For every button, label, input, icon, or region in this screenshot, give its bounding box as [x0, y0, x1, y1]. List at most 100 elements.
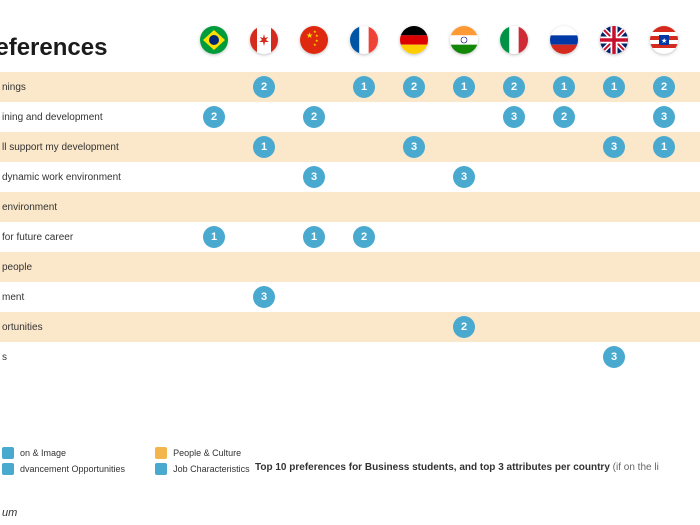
rank-badge: 1 [353, 76, 375, 98]
attribute-cells: 3 [200, 282, 678, 312]
rank-cell [300, 343, 328, 371]
rank-cell [550, 193, 578, 221]
rank-badge: 3 [253, 286, 275, 308]
rank-badge: 3 [603, 136, 625, 158]
attribute-row: ining and development22323 [0, 102, 700, 132]
attribute-label: people [0, 262, 195, 273]
rank-cell [650, 343, 678, 371]
rank-cell [400, 283, 428, 311]
rank-badge: 2 [303, 106, 325, 128]
rank-cell: 2 [300, 103, 328, 131]
rank-cell [450, 253, 478, 281]
legend-item: People & Culture [155, 447, 250, 459]
rank-cell [550, 253, 578, 281]
rank-cell: 3 [600, 343, 628, 371]
rank-cell [550, 133, 578, 161]
attribute-row: ll support my development1331 [0, 132, 700, 162]
rank-cell [400, 163, 428, 191]
rank-badge: 2 [253, 76, 275, 98]
rank-badge: 2 [653, 76, 675, 98]
legend-column-2: People & Culture Job Characteristics [155, 447, 250, 475]
flag-ca [250, 26, 278, 54]
attribute-row: people [0, 252, 700, 282]
attribute-label: environment [0, 202, 195, 213]
rank-badge: 3 [453, 166, 475, 188]
rank-badge: 1 [653, 136, 675, 158]
attribute-cells: 2 2 3 2 3 [200, 102, 678, 132]
rank-cell [400, 253, 428, 281]
rank-cell: 2 [400, 73, 428, 101]
legend-label: dvancement Opportunities [20, 464, 125, 474]
attribute-cells: 33 [200, 162, 678, 192]
rank-cell [250, 103, 278, 131]
rank-cell [350, 193, 378, 221]
svg-text:★: ★ [661, 37, 667, 45]
rank-cell [250, 313, 278, 341]
legend-item: Job Characteristics [155, 463, 250, 475]
attribute-cells: 1331 [200, 132, 678, 162]
attribute-row: for future career112 [0, 222, 700, 252]
flag-br [200, 26, 228, 54]
rank-cell [600, 253, 628, 281]
rank-badge: 3 [653, 106, 675, 128]
rank-cell [300, 193, 328, 221]
attribute-row: s3 [0, 342, 700, 372]
rank-cell [450, 133, 478, 161]
attribute-row: ment3 [0, 282, 700, 312]
rank-cell [550, 163, 578, 191]
attribute-cells: 1 1 2 [200, 222, 678, 252]
rank-cell [350, 133, 378, 161]
rank-badge: 1 [303, 226, 325, 248]
attribute-cells: 3 [200, 342, 678, 372]
rank-badge: 3 [503, 106, 525, 128]
rank-cell: 1 [450, 73, 478, 101]
rank-badge: 2 [353, 226, 375, 248]
rank-badge: 2 [503, 76, 525, 98]
rank-cell [500, 133, 528, 161]
attribute-row: environment [0, 192, 700, 222]
rank-cell [450, 193, 478, 221]
rank-cell [600, 193, 628, 221]
rank-badge: 2 [203, 106, 225, 128]
rank-cell [250, 163, 278, 191]
rank-cell [550, 343, 578, 371]
credit: um [2, 507, 17, 519]
footnote: Top 10 preferences for Business students… [255, 462, 659, 473]
rank-badge: 1 [253, 136, 275, 158]
rank-cell [400, 103, 428, 131]
rank-cell [300, 283, 328, 311]
attribute-cells: 2 [200, 312, 678, 342]
rank-cell: 2 [200, 103, 228, 131]
rank-cell: 1 [200, 223, 228, 251]
flag-cn: ★★★★★ [300, 26, 328, 54]
rank-cell: 1 [550, 73, 578, 101]
rank-cell: 3 [500, 103, 528, 131]
country-flags-header: ★★★★★★ [200, 26, 678, 54]
rank-cell [200, 163, 228, 191]
rank-cell: 1 [350, 73, 378, 101]
legend-column-1: on & Image dvancement Opportunities [2, 447, 125, 475]
rank-cell [600, 103, 628, 131]
rank-cell [500, 313, 528, 341]
rank-cell [600, 223, 628, 251]
rank-badge: 1 [453, 76, 475, 98]
rank-cell: 3 [300, 163, 328, 191]
rank-cell: 2 [550, 103, 578, 131]
rank-cell [600, 283, 628, 311]
rank-cell [250, 343, 278, 371]
rank-cell: 3 [450, 163, 478, 191]
attribute-row: dynamic work environment33 [0, 162, 700, 192]
attribute-cells [200, 192, 678, 222]
legend-label: People & Culture [173, 448, 241, 458]
attribute-label: ortunities [0, 322, 195, 333]
rank-cell [400, 193, 428, 221]
attribute-cells: 21212112 [200, 72, 678, 102]
rank-cell [350, 163, 378, 191]
rank-cell: 2 [450, 313, 478, 341]
footnote-light: (if on the li [613, 462, 659, 473]
rank-cell [600, 313, 628, 341]
legend-item: on & Image [2, 447, 125, 459]
rank-cell [200, 73, 228, 101]
title-line-2: Preferences [0, 35, 107, 60]
footnote-bold: Top 10 preferences for Business students… [255, 462, 613, 473]
